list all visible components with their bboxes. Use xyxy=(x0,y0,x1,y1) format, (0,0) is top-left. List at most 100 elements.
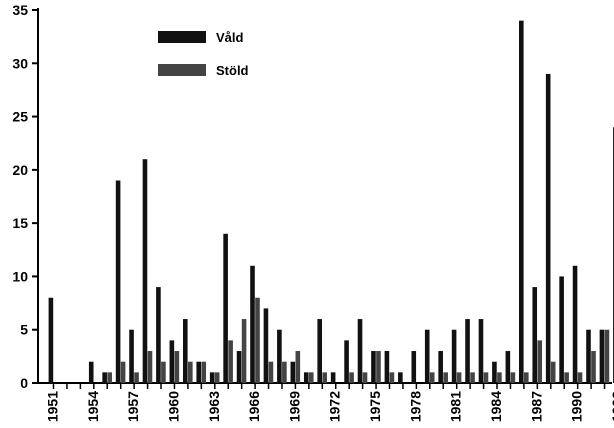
bar-stold xyxy=(362,372,368,383)
bar-vald xyxy=(438,351,443,383)
bar-stold xyxy=(497,372,502,383)
bar-vald xyxy=(88,361,94,383)
bar-stold xyxy=(295,351,301,383)
y-axis: 0 5 10 15 20 25 30 35 xyxy=(12,2,39,391)
bar-stold xyxy=(524,372,529,383)
x-tick-label: 1978 xyxy=(407,391,423,422)
bar-vald xyxy=(317,319,322,383)
bar-vald xyxy=(532,287,538,383)
bar-vald xyxy=(492,361,497,383)
bar-vald xyxy=(48,297,54,383)
bar-stold xyxy=(389,372,395,383)
legend-swatch-vald xyxy=(158,31,206,43)
x-tick-label: 1972 xyxy=(327,391,343,422)
bar-stold xyxy=(443,372,448,383)
bar-vald xyxy=(384,351,390,383)
bar-vald xyxy=(505,351,511,383)
x-tick-label: 1975 xyxy=(367,391,383,422)
x-tick-label: 1957 xyxy=(125,391,141,422)
bar-stold xyxy=(308,372,314,383)
bar-stold xyxy=(564,372,569,383)
bar-vald xyxy=(344,340,349,383)
bar-series xyxy=(48,20,614,383)
bar-stold xyxy=(591,351,596,383)
x-tick-label: 1984 xyxy=(488,391,504,422)
bar-stold xyxy=(470,372,475,383)
x-tick-label: 1987 xyxy=(528,391,544,422)
bar-stold xyxy=(483,372,489,383)
x-tick-label: 1951 xyxy=(45,391,61,422)
bar-vald xyxy=(572,265,578,383)
bar-vald xyxy=(357,319,363,383)
bar-stold xyxy=(510,372,516,383)
bar-stold xyxy=(429,372,435,383)
legend-swatch-stold xyxy=(158,64,206,76)
bar-vald xyxy=(115,180,121,383)
bar-vald xyxy=(263,308,269,383)
bar-stold xyxy=(537,340,543,383)
bar-stold xyxy=(228,340,233,383)
bar-stold xyxy=(174,351,180,383)
y-tick-label: 30 xyxy=(12,55,28,71)
legend: Våld Stöld xyxy=(158,30,249,78)
x-tick-label: 1963 xyxy=(206,391,222,422)
x-tick-label: 1969 xyxy=(286,391,302,422)
bar-vald xyxy=(142,159,148,383)
y-tick-label: 5 xyxy=(20,322,28,338)
legend-label-stold: Stöld xyxy=(216,63,249,78)
bar-vald xyxy=(209,372,215,383)
bar-vald xyxy=(290,361,296,383)
bar-vald xyxy=(371,351,376,383)
bar-vald xyxy=(599,329,605,383)
bar-vald xyxy=(411,351,417,383)
bar-stold xyxy=(456,372,462,383)
bar-stold xyxy=(349,372,354,383)
bar-stold xyxy=(161,361,166,383)
y-tick-label: 15 xyxy=(12,215,28,231)
y-tick-label: 10 xyxy=(12,268,28,284)
bar-vald xyxy=(236,351,242,383)
bar-vald xyxy=(451,329,457,383)
bar-vald xyxy=(250,265,255,383)
bar-vald xyxy=(545,73,551,383)
bar-stold xyxy=(107,372,112,383)
bar-vald xyxy=(129,329,134,383)
bar-stold xyxy=(255,297,260,383)
bar-stold xyxy=(322,372,327,383)
bar-stold xyxy=(550,361,556,383)
bar-stold xyxy=(120,361,126,383)
bar-stold xyxy=(147,351,153,383)
bar-vald xyxy=(223,233,228,383)
y-tick-label: 25 xyxy=(12,109,28,125)
x-tick-label: 1993 xyxy=(609,391,614,422)
bar-vald xyxy=(478,319,484,383)
bar-stold xyxy=(214,372,220,383)
legend-label-vald: Våld xyxy=(216,30,244,45)
bar-vald xyxy=(196,361,202,383)
bar-vald xyxy=(559,276,564,383)
bar-stold xyxy=(376,351,381,383)
x-tick-label: 1981 xyxy=(448,391,464,422)
y-tick-label: 35 xyxy=(12,2,28,18)
bar-vald xyxy=(303,372,309,383)
bar-stold xyxy=(241,319,247,383)
x-tick-label: 1990 xyxy=(569,391,585,422)
bar-vald xyxy=(424,329,430,383)
bar-vald xyxy=(398,372,403,383)
y-tick-label: 20 xyxy=(12,162,28,178)
bar-vald xyxy=(277,329,282,383)
x-tick-label: 1966 xyxy=(246,391,262,422)
x-tick-label: 1954 xyxy=(85,391,101,422)
bar-vald xyxy=(519,20,524,383)
bar-stold xyxy=(188,361,193,383)
bar-stold xyxy=(134,372,139,383)
x-axis: 1951 1954 1957 1960 1963 1966 1969 1972 1975 1978… xyxy=(38,382,614,422)
bar-vald xyxy=(586,329,591,383)
bar-stold xyxy=(201,361,207,383)
bar-stold xyxy=(282,361,287,383)
bar-vald xyxy=(465,319,470,383)
bar-stold xyxy=(577,372,583,383)
bar-vald xyxy=(169,340,175,383)
bar-vald xyxy=(330,372,336,383)
